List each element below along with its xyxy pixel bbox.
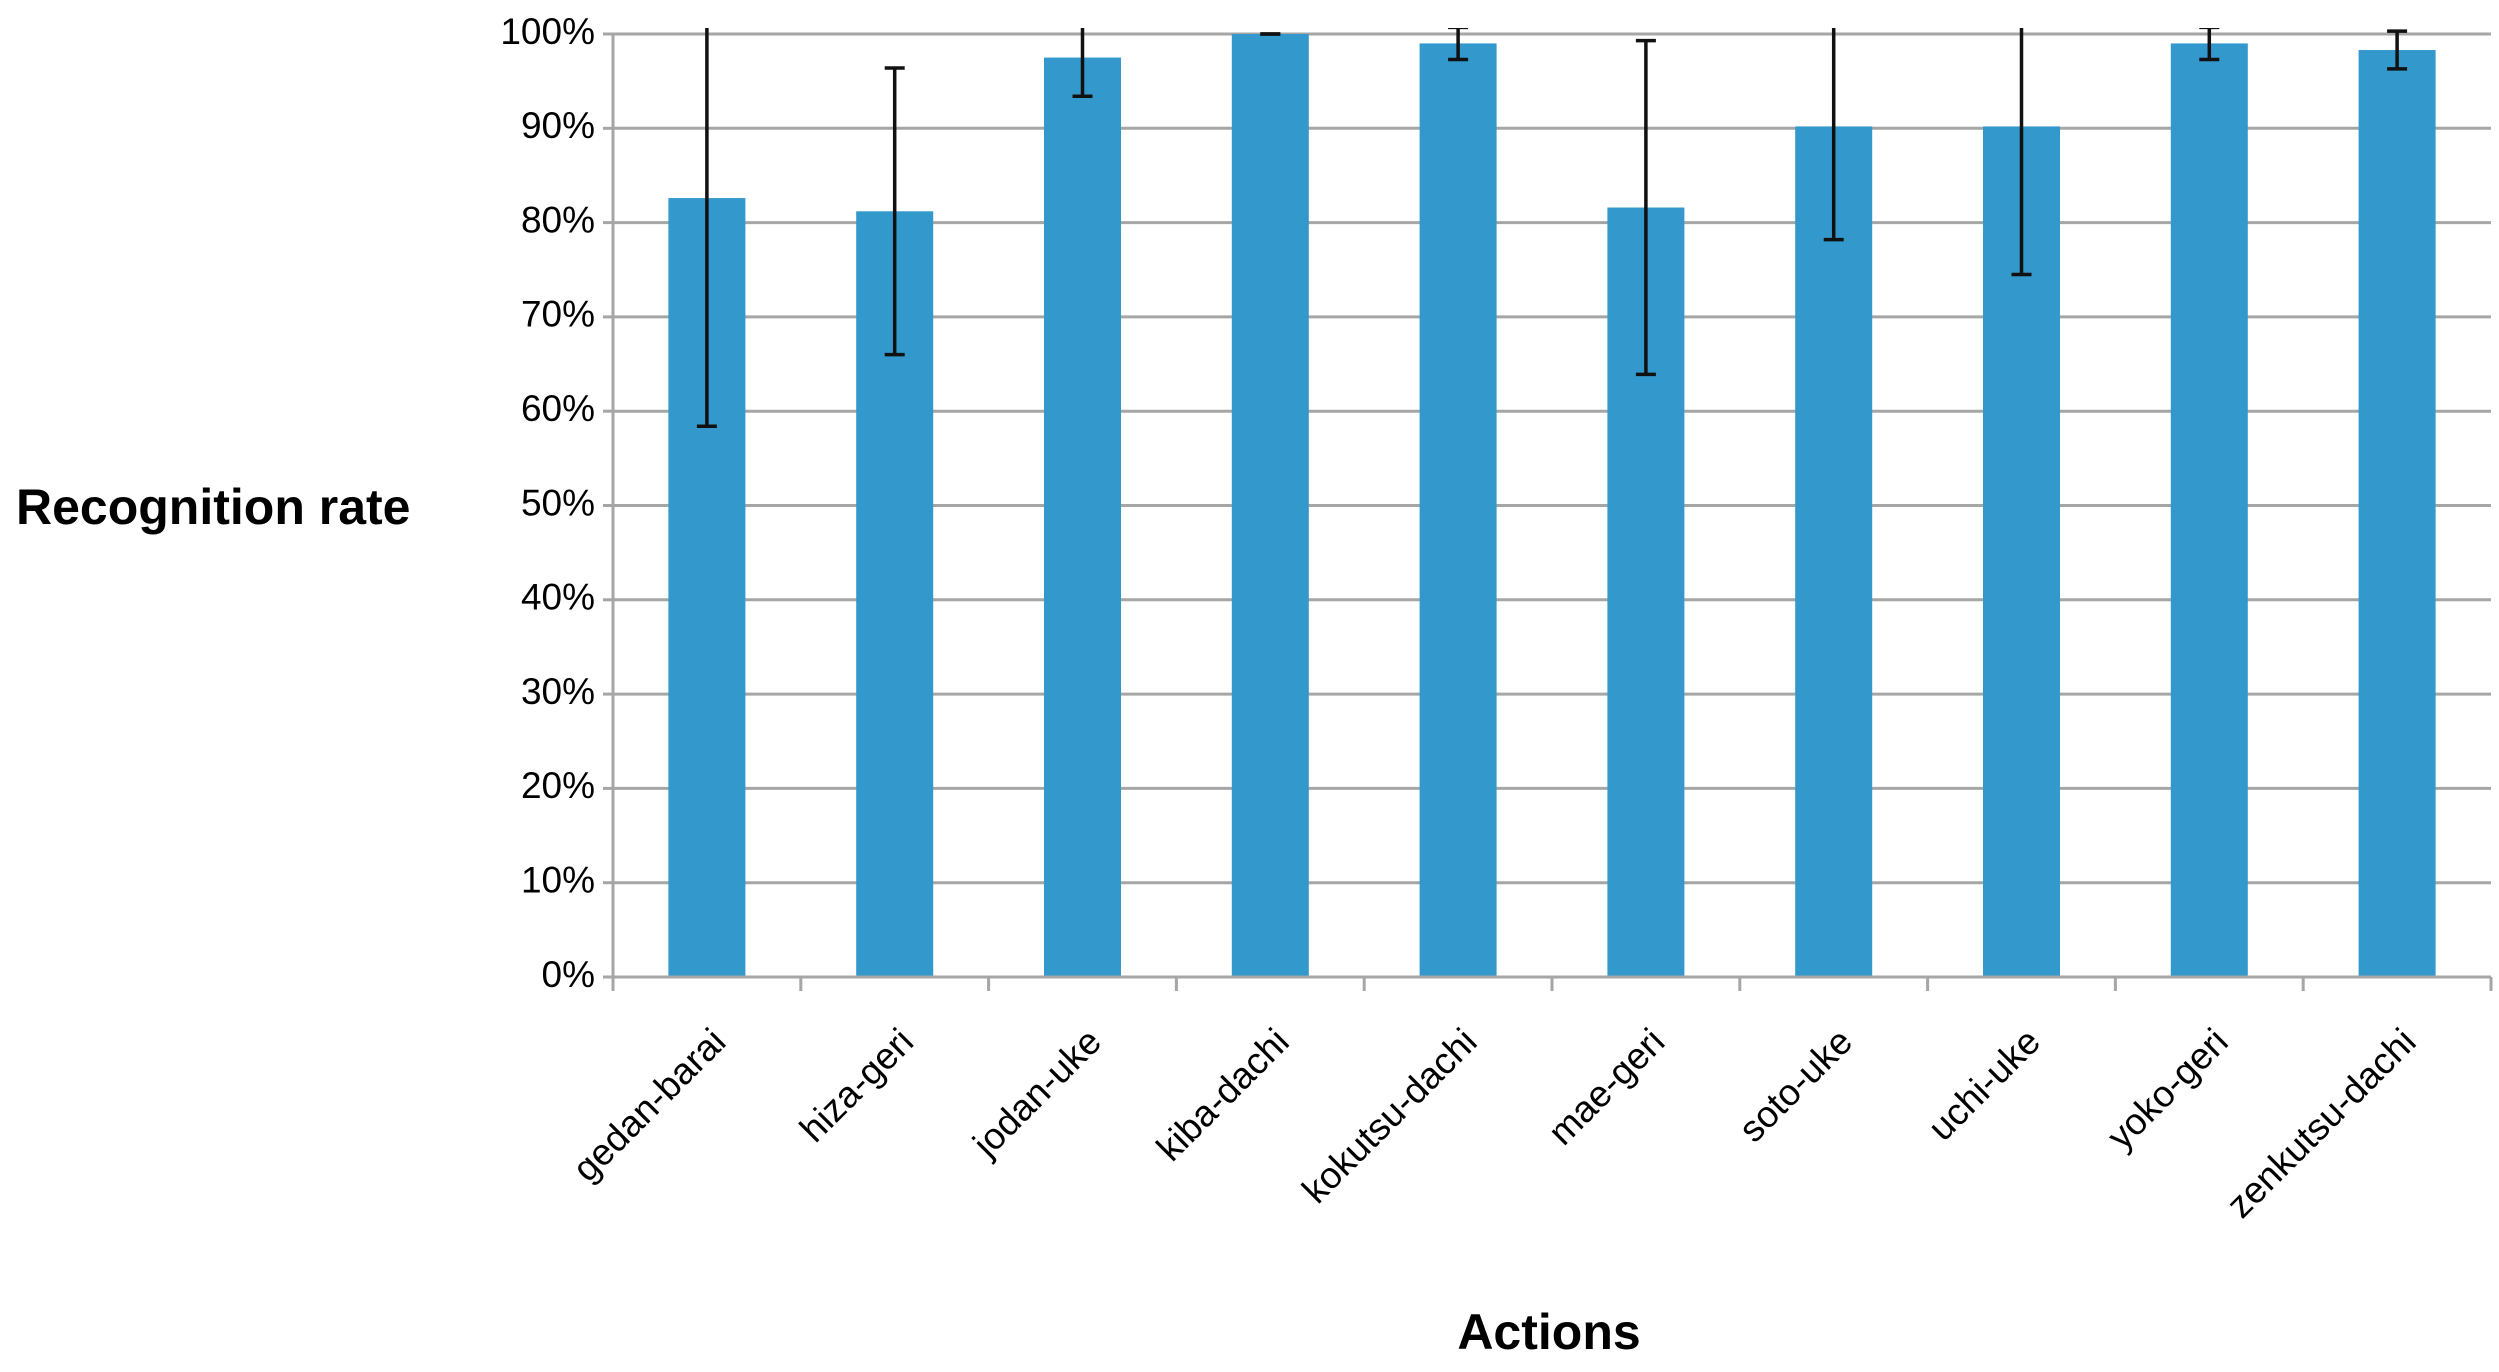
x-axis-label: Actions — [1457, 1304, 1640, 1360]
y-tick-label: 70% — [521, 294, 595, 335]
x-tick-label: gedan-barai — [565, 1021, 734, 1190]
bar — [1044, 57, 1121, 977]
x-tick-label: yoko-geri — [2099, 1021, 2236, 1158]
x-tick-label: kokutsu-dachi — [1294, 1021, 1484, 1211]
y-tick-label: 80% — [521, 199, 595, 240]
y-tick-label: 60% — [521, 388, 595, 429]
y-tick-label: 20% — [521, 765, 595, 806]
x-tick-label: uchi-uke — [1920, 1021, 2048, 1149]
y-tick-label: 30% — [521, 671, 595, 712]
bar — [1419, 43, 1497, 978]
y-axis-label: Recognition rate — [16, 479, 410, 535]
x-tick-label: zenkutsu-dachi — [2219, 1021, 2424, 1226]
x-tick-label: kiba-dachi — [1149, 1021, 1297, 1169]
error-bars — [696, 28, 2408, 429]
bar — [2170, 43, 2248, 978]
x-tick-label: soto-uke — [1731, 1021, 1860, 1150]
y-tick-label: 90% — [521, 105, 595, 146]
y-tick-label: 40% — [521, 577, 595, 618]
y-tick-label: 100% — [500, 11, 595, 52]
x-tick-label: hiza-geri — [792, 1021, 921, 1150]
y-tick-label: 50% — [521, 482, 595, 523]
x-tick-label: jodan-uke — [964, 1021, 1109, 1166]
y-tick-label: 0% — [542, 954, 595, 995]
bar — [2358, 50, 2436, 977]
bars — [668, 34, 2436, 978]
bar — [1231, 34, 1309, 977]
bar — [1795, 126, 1873, 977]
y-tick-label: 10% — [521, 859, 595, 900]
x-tick-label: mae-geri — [1540, 1021, 1672, 1153]
